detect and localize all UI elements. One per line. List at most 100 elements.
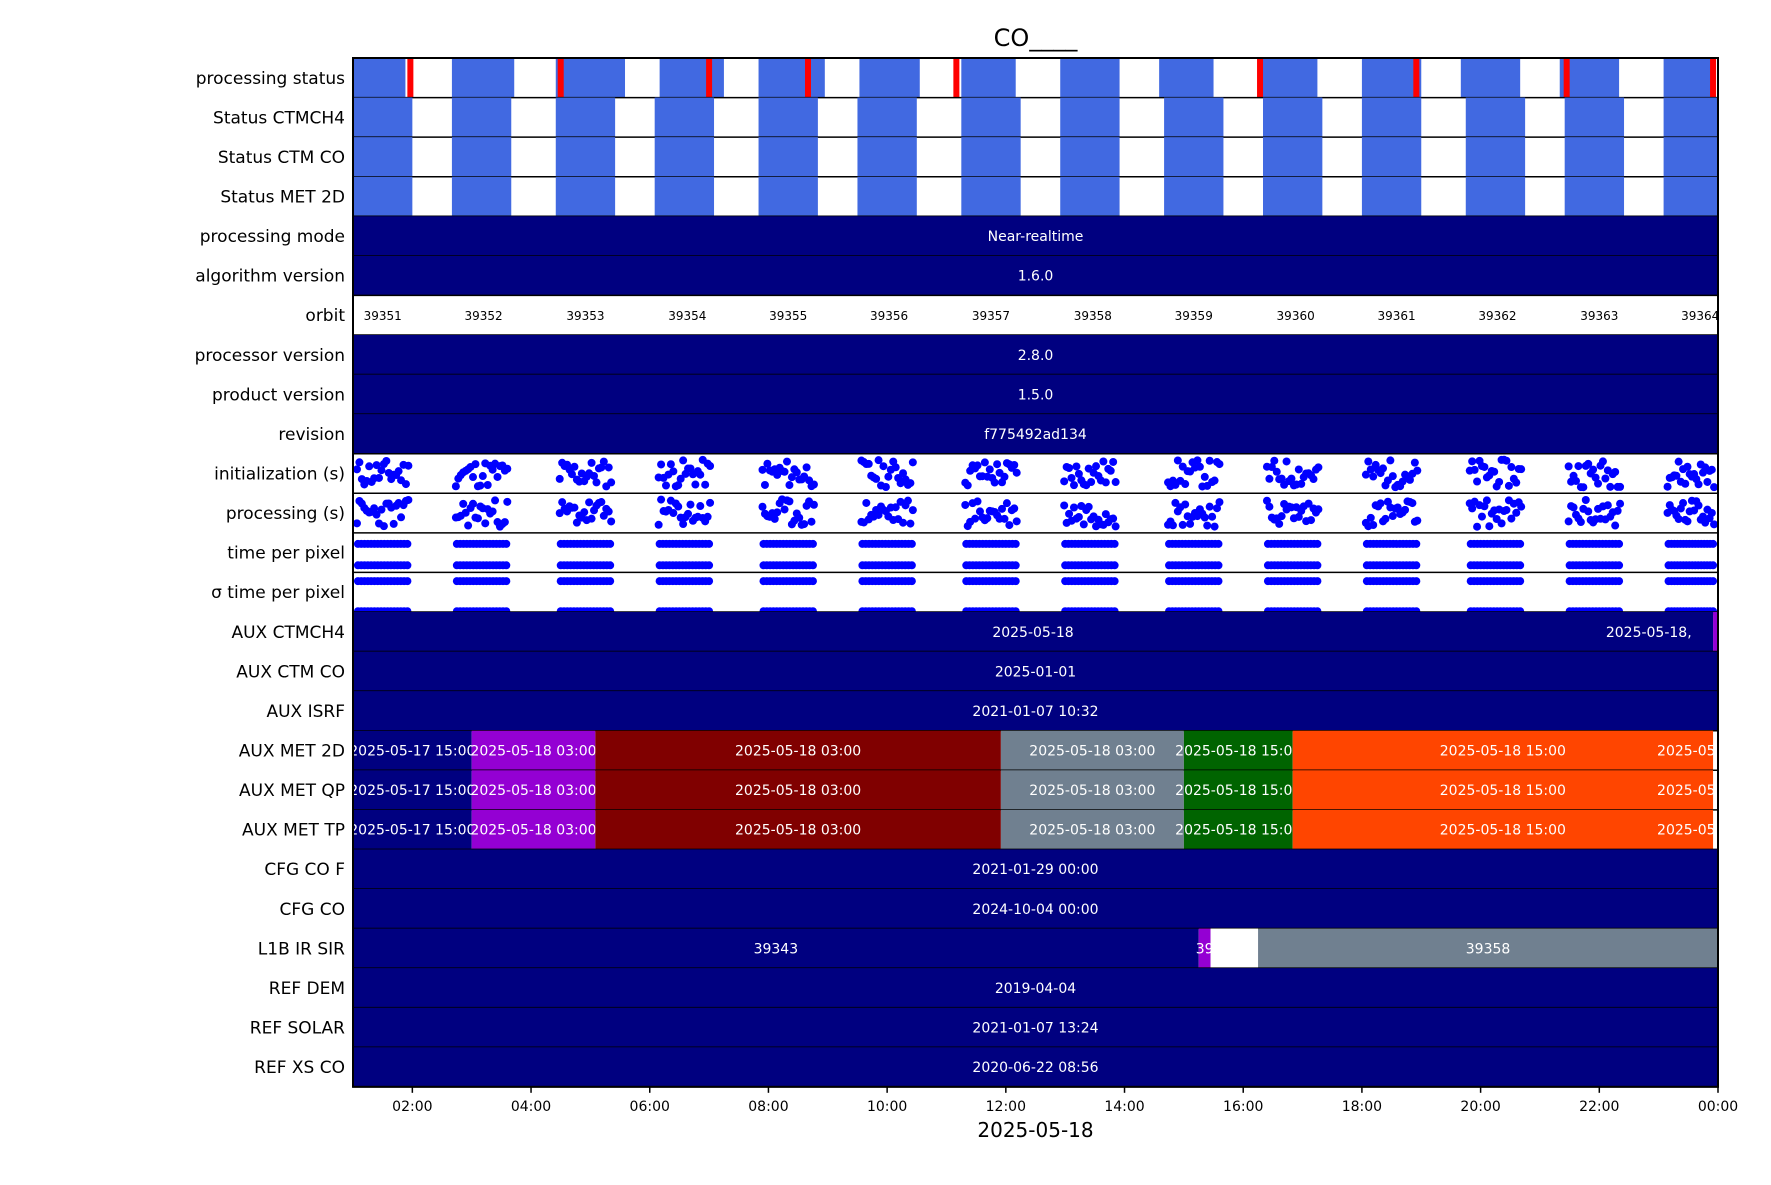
status-segment (451, 176, 512, 217)
data-point (862, 498, 871, 507)
data-point (973, 461, 982, 470)
data-point (1210, 522, 1219, 531)
bar-label: 2025-05-18 03:00 (470, 743, 596, 759)
data-point (891, 463, 900, 472)
data-point (1092, 462, 1101, 471)
status-segment (857, 176, 917, 217)
status-segment (353, 137, 413, 177)
data-point (780, 467, 789, 476)
data-point (1710, 483, 1719, 492)
status-error-mark (706, 58, 713, 98)
data-point (1611, 521, 1620, 530)
data-point (394, 467, 403, 476)
data-point (1485, 522, 1494, 531)
data-point (701, 480, 710, 489)
bar-segment (353, 730, 472, 771)
status-error-mark (1563, 58, 1570, 98)
data-point (980, 458, 989, 467)
data-point (570, 503, 579, 512)
status-error-mark (1710, 58, 1717, 98)
data-point (1282, 457, 1291, 466)
data-point (1011, 561, 1020, 570)
data-point (666, 460, 675, 469)
x-axis-label: 2025-05-18 (977, 1118, 1093, 1142)
data-point (1111, 522, 1120, 531)
data-point (674, 502, 683, 511)
data-point (808, 577, 817, 586)
data-point (607, 517, 616, 526)
bar-segment (353, 374, 1718, 415)
bar-label: 2025-05-18 03:00 (470, 783, 596, 799)
data-point (481, 519, 490, 528)
data-point (1413, 466, 1422, 475)
row-label: σ time per pixel (211, 583, 345, 603)
data-point (1309, 475, 1318, 484)
data-point (993, 460, 1002, 469)
bar-segment (595, 770, 1001, 810)
data-point (691, 480, 700, 489)
data-point (1584, 507, 1593, 516)
bar-segment (353, 1047, 1718, 1087)
data-point (1214, 577, 1223, 586)
data-point (1069, 503, 1078, 512)
data-point (770, 514, 779, 523)
data-point (570, 462, 579, 471)
row-label: L1B IR SIR (258, 939, 345, 959)
data-point (961, 500, 970, 509)
data-point (985, 465, 994, 474)
status-segment (1159, 58, 1214, 98)
status-segment (1361, 97, 1422, 138)
data-point (782, 457, 791, 466)
data-point (696, 502, 705, 511)
row-label: Status MET 2D (220, 187, 345, 207)
data-point (706, 498, 715, 507)
orbit-label: 39354 (668, 309, 706, 323)
bar-label: 39358 (1466, 941, 1511, 957)
data-point (1265, 474, 1274, 483)
row-label: AUX CTM CO (236, 662, 345, 682)
bar-label: 2024-10-04 00:00 (972, 902, 1098, 918)
status-segment (1460, 58, 1521, 98)
data-point (1613, 506, 1622, 515)
bar-segment (1183, 730, 1293, 771)
data-point (1074, 512, 1083, 521)
data-point (1606, 482, 1615, 491)
data-point (971, 514, 980, 523)
data-point (1314, 505, 1323, 514)
data-point (1313, 561, 1322, 570)
data-point (567, 470, 576, 479)
data-point (1060, 477, 1069, 486)
x-tick-label: 06:00 (630, 1099, 670, 1115)
bar-segment (1292, 809, 1714, 850)
status-segment (1663, 137, 1718, 177)
status-segment (1361, 58, 1422, 98)
data-point (1516, 539, 1525, 548)
bar-label: 2025-05-18 03:00 (735, 783, 861, 799)
status-segment (555, 176, 616, 217)
data-point (1065, 464, 1074, 473)
row-label: revision (278, 425, 345, 445)
data-point (1674, 514, 1683, 523)
data-point (1181, 480, 1190, 489)
orbit-label: 39352 (464, 309, 502, 323)
bar-label: 2025-05-18 15:00 (1175, 783, 1301, 799)
data-point (706, 462, 715, 471)
bar-segment (1198, 928, 1211, 969)
x-tick-label: 22:00 (1579, 1099, 1619, 1115)
orbit-label: 39360 (1277, 309, 1315, 323)
data-point (585, 498, 594, 507)
data-point (1512, 508, 1521, 517)
orbit-label: 39361 (1377, 309, 1415, 323)
data-point (1074, 469, 1083, 478)
orbit-label: 39355 (769, 309, 807, 323)
data-point (1079, 520, 1088, 529)
data-point (1616, 499, 1625, 508)
bar-segment (353, 1007, 1718, 1048)
data-point (1679, 499, 1688, 508)
data-point (903, 496, 912, 505)
data-point (478, 472, 487, 481)
data-point (1110, 539, 1119, 548)
data-point (491, 496, 500, 505)
data-point (1683, 462, 1692, 471)
